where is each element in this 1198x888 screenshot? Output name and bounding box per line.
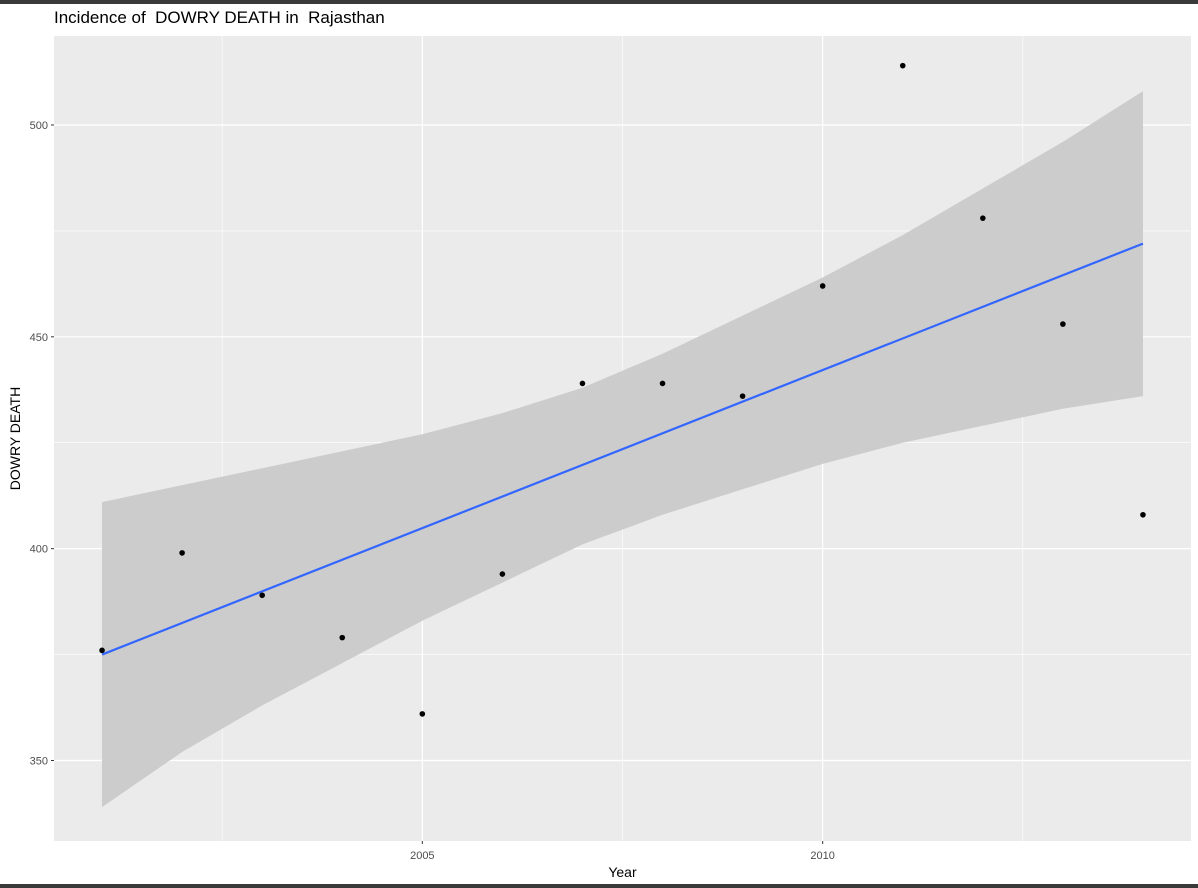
data-point: [1140, 511, 1146, 518]
data-point: [419, 711, 426, 717]
data-points: [99, 62, 1146, 717]
y-tick-label: 350: [30, 756, 48, 768]
x-tick-label: 2010: [810, 850, 834, 862]
x-tick-label: 2005: [410, 850, 434, 862]
data-point: [179, 550, 185, 556]
data-point: [1060, 321, 1066, 327]
data-point: [499, 571, 506, 577]
y-tick-label: 400: [30, 544, 48, 556]
window-top-border: [0, 0, 1198, 4]
y-tick-label: 450: [30, 332, 48, 344]
data-point: [739, 393, 746, 399]
window-bottom-border: [0, 884, 1198, 888]
y-axis-title: DOWRY DEATH: [7, 387, 23, 490]
chart-title: Incidence of DOWRY DEATH in Rajasthan: [54, 8, 385, 27]
data-point: [659, 380, 666, 387]
data-point: [259, 592, 265, 599]
data-point: [339, 634, 346, 641]
trend-line: [101, 242, 1144, 656]
x-axis-ticks: 2005 2010: [410, 841, 835, 862]
x-axis-title: Year: [608, 864, 637, 880]
data-point: [819, 283, 826, 289]
data-point: [99, 647, 105, 654]
y-tick-label: 500: [30, 120, 48, 132]
data-point: [980, 215, 986, 221]
y-axis-ticks: 350 400 450 500: [30, 120, 54, 768]
data-point: [899, 62, 906, 69]
data-point: [579, 380, 586, 387]
